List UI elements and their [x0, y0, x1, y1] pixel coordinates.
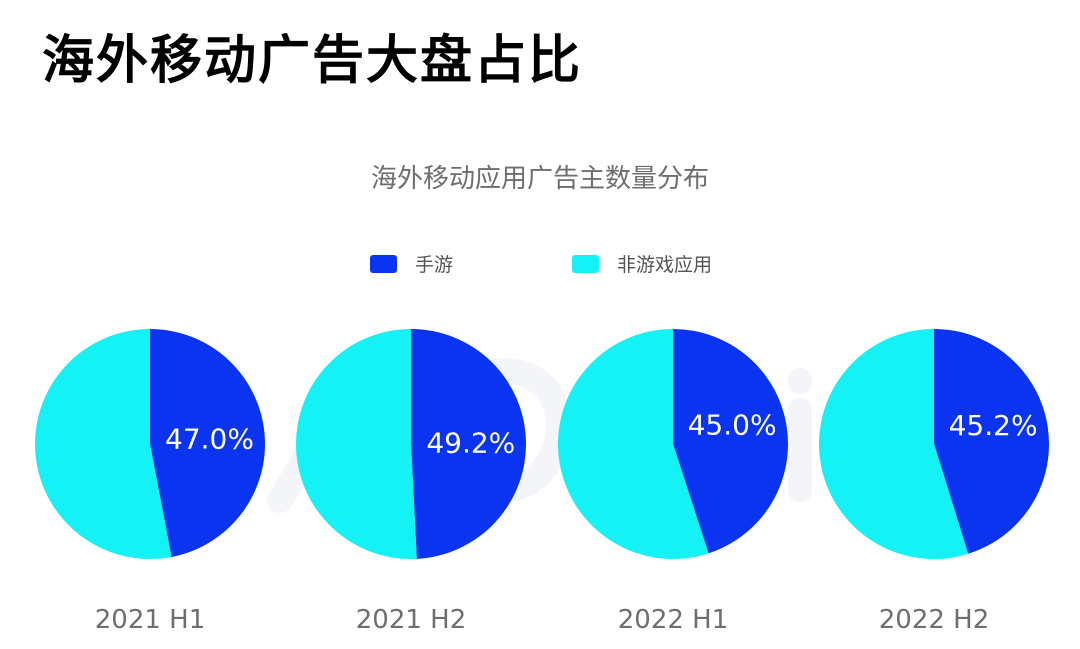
pie-slice-non-game-apps[interactable] — [295, 329, 417, 559]
pie-slice-non-game-apps[interactable] — [558, 329, 709, 559]
legend-swatch-non-game-apps — [572, 254, 599, 273]
pie-value-label: 49.2% — [426, 427, 515, 460]
pie-slice-mobile-games[interactable] — [150, 329, 265, 557]
pie-value-label: 45.0% — [688, 409, 777, 442]
category-label: 2022 H2 — [879, 605, 990, 635]
pie-value-label: 45.2% — [949, 409, 1038, 442]
pie-2022-h1: 45.0% 2022 H1 — [558, 329, 788, 635]
pie-2022-h2: 45.2% 2022 H2 — [819, 329, 1049, 635]
page-title: 海外移动广告大盘占比 — [42, 31, 583, 91]
category-label: 2021 H2 — [356, 605, 467, 635]
pie-2021-h1: 47.0% 2021 H1 — [34, 329, 265, 635]
pie-value-label: 47.0% — [165, 422, 254, 455]
legend-item-non-game-apps[interactable]: 非游戏应用 — [572, 250, 712, 277]
pie-slice-non-game-apps[interactable] — [34, 329, 172, 559]
chart-title: 海外移动应用广告主数量分布 — [370, 164, 709, 194]
pie-2021-h2: 49.2% 2021 H2 — [295, 329, 526, 635]
pie-slice-mobile-games[interactable] — [673, 329, 788, 554]
category-label: 2022 H1 — [618, 605, 729, 635]
legend-label-non-game-apps: 非游戏应用 — [617, 254, 713, 276]
legend-swatch-mobile-games — [370, 254, 397, 273]
category-label: 2021 H1 — [95, 605, 206, 635]
legend-label-mobile-games: 手游 — [415, 254, 454, 276]
pie-slice-non-game-apps[interactable] — [819, 329, 969, 559]
pie-slice-mobile-games[interactable] — [934, 329, 1049, 554]
legend: 手游 非游戏应用 — [0, 246, 1080, 278]
pie-slice-mobile-games[interactable] — [411, 329, 526, 559]
legend-item-mobile-games[interactable]: 手游 — [370, 250, 453, 277]
